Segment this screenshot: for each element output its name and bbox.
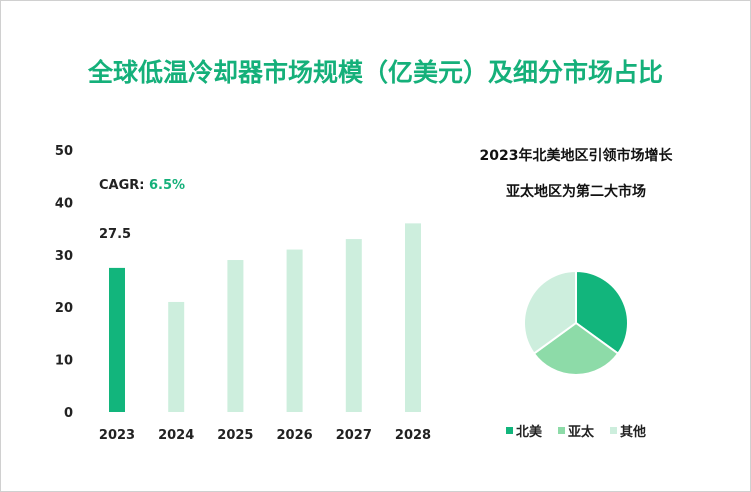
x-tick-label: 2028 xyxy=(395,428,431,443)
bar-2023 xyxy=(109,267,125,412)
legend-swatch xyxy=(610,427,617,434)
pie-title-line-2: 亚太地区为第二大市场 xyxy=(506,184,646,200)
legend-swatch xyxy=(506,427,513,434)
y-tick-label: 0 xyxy=(64,406,73,421)
pie-slice-亚太 xyxy=(532,321,620,376)
legend-swatch xyxy=(558,427,565,434)
cagr-label: CAGR: xyxy=(99,178,149,193)
pie-slice-北美 xyxy=(575,269,629,355)
y-tick-label: 10 xyxy=(55,354,73,369)
bar-2026 xyxy=(286,249,303,412)
pie-title-line-1: 2023年北美地区引领市场增长 xyxy=(479,148,673,164)
cagr-annotation: CAGR: 6.5% xyxy=(99,178,185,193)
x-tick-label: 2027 xyxy=(336,428,372,443)
y-tick-label: 30 xyxy=(55,249,73,264)
data-label-2023: 27.5 xyxy=(99,227,131,242)
y-tick-label: 20 xyxy=(55,301,73,316)
y-tick-label: 50 xyxy=(55,144,73,159)
y-tick-label: 40 xyxy=(55,196,73,211)
legend-label: 北美 xyxy=(516,424,543,440)
x-tick-label: 2024 xyxy=(158,428,194,443)
bar-2025 xyxy=(227,260,244,412)
cagr-value: 6.5% xyxy=(149,178,185,193)
legend-label: 亚太 xyxy=(568,424,595,440)
pie-slice-其他 xyxy=(523,269,577,355)
chart-title: 全球低温冷却器市场规模（亿美元）及细分市场占比 xyxy=(87,58,663,87)
bar-2028 xyxy=(405,223,421,412)
bar-2027 xyxy=(345,239,362,412)
x-tick-label: 2025 xyxy=(217,428,253,443)
bar-2024 xyxy=(168,301,185,412)
x-tick-label: 2026 xyxy=(277,428,313,443)
x-tick-label: 2023 xyxy=(99,428,135,443)
legend-label: 其他 xyxy=(620,424,646,440)
